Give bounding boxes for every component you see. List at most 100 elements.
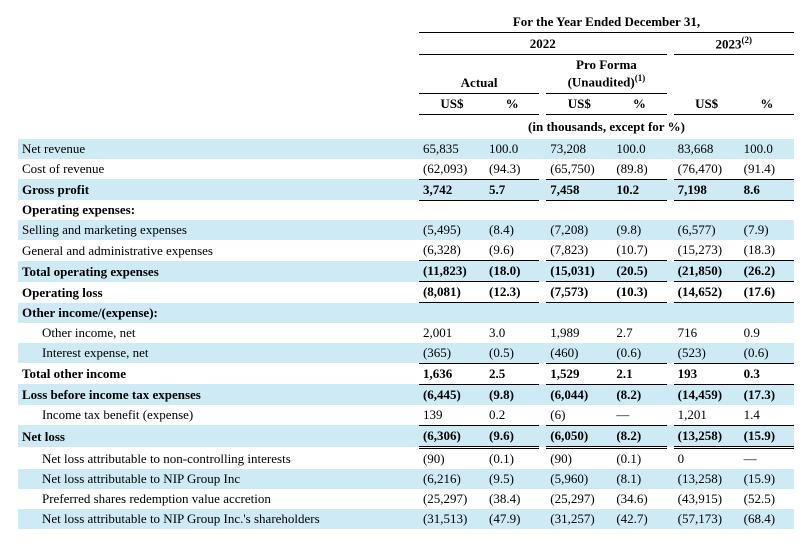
cell: 1,529 — [546, 363, 612, 384]
cell: (17.3) — [740, 384, 794, 405]
cell: (90) — [419, 447, 485, 469]
cell: (65,750) — [546, 159, 612, 180]
cell: — — [612, 405, 666, 426]
cell: 100.0 — [740, 139, 794, 159]
col-pct-2: % — [612, 93, 666, 114]
cell: (47.9) — [485, 509, 539, 529]
label: Other income/(expense): — [18, 303, 419, 323]
cell: 193 — [674, 363, 740, 384]
cell: 2.1 — [612, 363, 666, 384]
cell: (20.5) — [612, 261, 666, 282]
cell: (15,031) — [546, 261, 612, 282]
cell: (0.5) — [485, 343, 539, 364]
row-cost-revenue: Cost of revenue (62,093) (94.3) (65,750)… — [18, 159, 794, 180]
cell: 10.2 — [612, 179, 666, 200]
cell: (6,306) — [419, 425, 485, 447]
cell: 100.0 — [485, 139, 539, 159]
cell: 1.4 — [740, 405, 794, 426]
cell: (0.1) — [612, 447, 666, 469]
cell: (38.4) — [485, 489, 539, 509]
row-other-income: Other income, net 2,001 3.0 1,989 2.7 71… — [18, 323, 794, 343]
label: Net loss attributable to NIP Group Inc.'… — [18, 509, 419, 529]
label: General and administrative expenses — [18, 240, 419, 261]
cell: (7.9) — [740, 220, 794, 240]
cell: (8,081) — [419, 282, 485, 303]
cell: (15,273) — [674, 240, 740, 261]
col-pct-3: % — [740, 93, 794, 114]
row-total-opex: Total operating expenses (11,823) (18.0)… — [18, 261, 794, 282]
row-interest-exp: Interest expense, net (365) (0.5) (460) … — [18, 343, 794, 364]
row-tax: Income tax benefit (expense) 139 0.2 (6)… — [18, 405, 794, 426]
cell: (8.2) — [612, 425, 666, 447]
cell: (6,044) — [546, 384, 612, 405]
row-other-header: Other income/(expense): — [18, 303, 794, 323]
cell: (7,208) — [546, 220, 612, 240]
label: Operating expenses: — [18, 200, 419, 220]
cell: — — [740, 447, 794, 469]
label: Total operating expenses — [18, 261, 419, 282]
cell: (42.7) — [612, 509, 666, 529]
cell: (9.6) — [485, 425, 539, 447]
cell: (15.9) — [740, 469, 794, 489]
cell: (365) — [419, 343, 485, 364]
cell: (89.8) — [612, 159, 666, 180]
cell: 0.3 — [740, 363, 794, 384]
row-net-revenue: Net revenue 65,835 100.0 73,208 100.0 83… — [18, 139, 794, 159]
cell: (8.1) — [612, 469, 666, 489]
cell: 65,835 — [419, 139, 485, 159]
row-net-loss: Net loss (6,306) (9.6) (6,050) (8.2) (13… — [18, 425, 794, 447]
label: Total other income — [18, 363, 419, 384]
label: Income tax benefit (expense) — [18, 405, 419, 426]
row-gross-profit: Gross profit 3,742 5.7 7,458 10.2 7,198 … — [18, 179, 794, 200]
row-ga: General and administrative expenses (6,3… — [18, 240, 794, 261]
header-units: US$ % US$ % US$ % — [18, 93, 794, 114]
label: Selling and marketing expenses — [18, 220, 419, 240]
label: Net loss attributable to non-controlling… — [18, 447, 419, 469]
cell: (6,216) — [419, 469, 485, 489]
col-pct-1: % — [485, 93, 539, 114]
cell: (0.6) — [612, 343, 666, 364]
cell: 716 — [674, 323, 740, 343]
cell: (18.0) — [485, 261, 539, 282]
cell: (14,652) — [674, 282, 740, 303]
cell: (26.2) — [740, 261, 794, 282]
cell: (8.2) — [612, 384, 666, 405]
cell: (17.6) — [740, 282, 794, 303]
cell: 83,668 — [674, 139, 740, 159]
cell: (62,093) — [419, 159, 485, 180]
cell: (9.8) — [485, 384, 539, 405]
year-2022: 2022 — [419, 33, 667, 55]
cell: 5.7 — [485, 179, 539, 200]
cell: 2.5 — [485, 363, 539, 384]
cell: (7,573) — [546, 282, 612, 303]
cell: 0 — [674, 447, 740, 469]
cell: (7,823) — [546, 240, 612, 261]
header-period: For the Year Ended December 31, — [18, 12, 794, 33]
label: Interest expense, net — [18, 343, 419, 364]
cell: (6,577) — [674, 220, 740, 240]
row-nip: Net loss attributable to NIP Group Inc (… — [18, 469, 794, 489]
cell: (21,850) — [674, 261, 740, 282]
cell: (5,495) — [419, 220, 485, 240]
cell: (6,050) — [546, 425, 612, 447]
cell: 7,458 — [546, 179, 612, 200]
actual-label: Actual — [419, 55, 539, 93]
cell: 3,742 — [419, 179, 485, 200]
cell: 2.7 — [612, 323, 666, 343]
cell: (460) — [546, 343, 612, 364]
cell: (14,459) — [674, 384, 740, 405]
cell: 7,198 — [674, 179, 740, 200]
cell: (10.3) — [612, 282, 666, 303]
cell: (31,513) — [419, 509, 485, 529]
cell: 2,001 — [419, 323, 485, 343]
cell: (91.4) — [740, 159, 794, 180]
label: Other income, net — [18, 323, 419, 343]
row-pref: Preferred shares redemption value accret… — [18, 489, 794, 509]
label: Loss before income tax expenses — [18, 384, 419, 405]
cell: (34.6) — [612, 489, 666, 509]
period-title: For the Year Ended December 31, — [419, 12, 794, 33]
cell: (94.3) — [485, 159, 539, 180]
label: Net loss — [18, 425, 419, 447]
cell: (0.1) — [485, 447, 539, 469]
cell: (8.4) — [485, 220, 539, 240]
